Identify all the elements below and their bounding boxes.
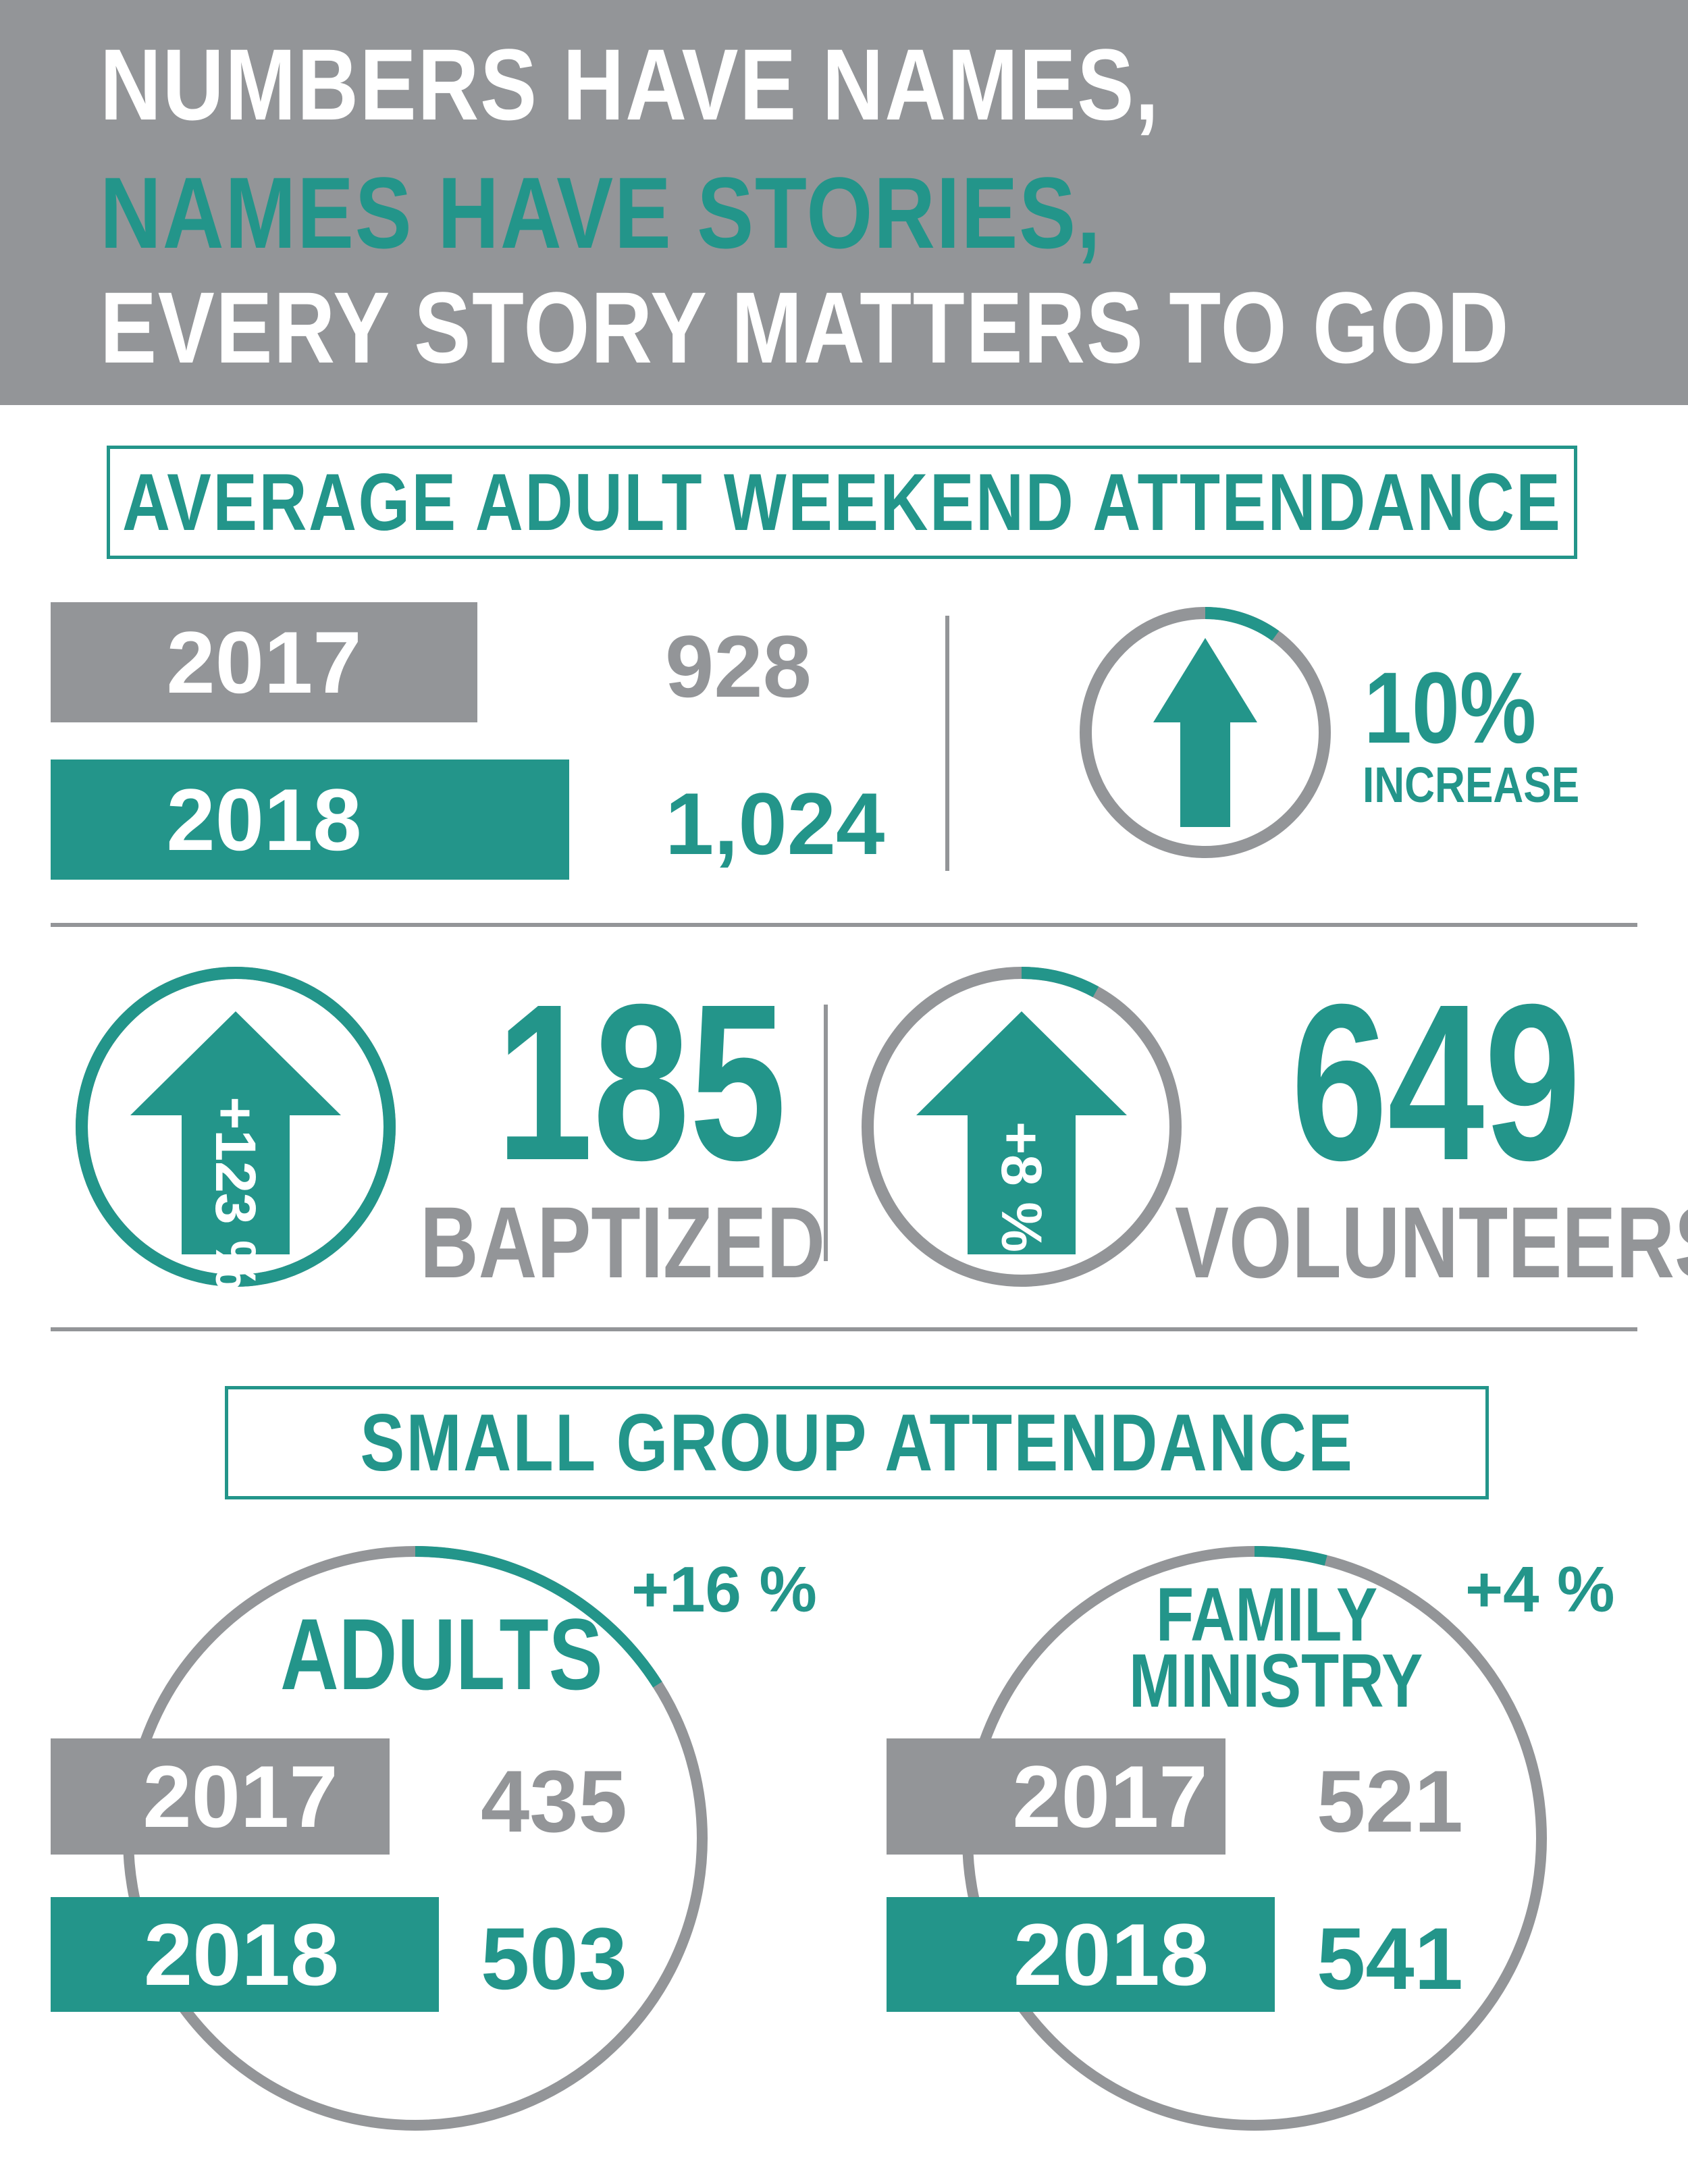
family-ministry-title-line-1: FAMILY [1156, 1572, 1378, 1657]
weekend-value-2017: 928 [665, 617, 812, 716]
baptized-ring: +123 % [76, 967, 396, 1291]
volunteers-label: VOLUNTEERS [1175, 1186, 1688, 1299]
baptized-ring-progress [76, 967, 396, 1287]
family-ministry-year-2018: 2018 [1013, 1905, 1209, 2004]
volunteers-change: +8 % [990, 1121, 1053, 1252]
section-divider-1 [51, 923, 1637, 927]
weekend-bar-2018: 2018 [51, 760, 569, 880]
weekend-bar-2017: 2017 [51, 602, 477, 722]
adults-title: ADULTS [280, 1597, 603, 1711]
adults-year-2017: 2017 [142, 1747, 338, 1846]
headline-line-3: EVERY STORY MATTERS TO GOD [100, 271, 1510, 384]
family-ministry-bar-2017: 2017 [887, 1738, 1225, 1855]
adults-value-2018: 503 [481, 1909, 627, 2008]
adults-year-2018: 2018 [143, 1905, 340, 2004]
weekend-increase-percent: 10% [1364, 651, 1537, 764]
volunteers-ring-progress [862, 967, 1182, 1287]
small-group-title: SMALL GROUP ATTENDANCE [360, 1397, 1354, 1488]
section-divider-2 [51, 1327, 1637, 1331]
stats-divider [824, 1005, 828, 1261]
adults-value-2017: 435 [481, 1752, 627, 1850]
weekend-increase-label: INCREASE [1363, 757, 1580, 813]
weekend-increase-ring [1080, 607, 1331, 858]
family-ministry-ring-progress [962, 1546, 1547, 2131]
weekend-attendance-title: AVERAGE ADULT WEEKEND ATTENDANCE [122, 457, 1562, 548]
adults-bar-2017: 2017 [51, 1738, 390, 1855]
headline-line-1: NUMBERS HAVE NAMES, [100, 28, 1160, 141]
family-ministry-title-line-2: MINISTRY [1129, 1639, 1423, 1723]
family-ministry-value-2017: 521 [1317, 1752, 1463, 1850]
family-ministry-year-2017: 2017 [1012, 1747, 1208, 1846]
family-ministry-change: +4 % [1465, 1553, 1615, 1626]
weekend-value-2018: 1,024 [665, 774, 885, 873]
baptized-number: 185 [496, 957, 787, 1206]
header-banner: NUMBERS HAVE NAMES, NAMES HAVE STORIES, … [0, 0, 1688, 405]
baptized-change: +123 % [204, 1096, 267, 1290]
weekend-ring-progress [1080, 607, 1331, 858]
headline-line-2: NAMES HAVE STORIES, [100, 156, 1102, 269]
adults-change: +16 % [631, 1553, 817, 1626]
up-arrow-icon [130, 1011, 341, 1254]
family-ministry-value-2018: 541 [1317, 1909, 1463, 2008]
baptized-label: BAPTIZED [420, 1186, 825, 1299]
adults-bar-2018: 2018 [51, 1897, 439, 2012]
up-arrow-icon [916, 1011, 1127, 1254]
small-group-title-box: SMALL GROUP ATTENDANCE [225, 1386, 1489, 1499]
weekend-year-2018: 2018 [166, 770, 362, 869]
volunteers-number: 649 [1291, 957, 1581, 1206]
volunteers-ring: +8 % [862, 967, 1182, 1287]
adults-ring-progress [123, 1546, 708, 2131]
weekend-attendance-title-box: AVERAGE ADULT WEEKEND ATTENDANCE [107, 446, 1577, 559]
weekend-divider [945, 616, 949, 871]
family-ministry-bar-2018: 2018 [887, 1897, 1275, 2012]
up-arrow-icon [1153, 638, 1257, 827]
weekend-year-2017: 2017 [166, 613, 362, 712]
